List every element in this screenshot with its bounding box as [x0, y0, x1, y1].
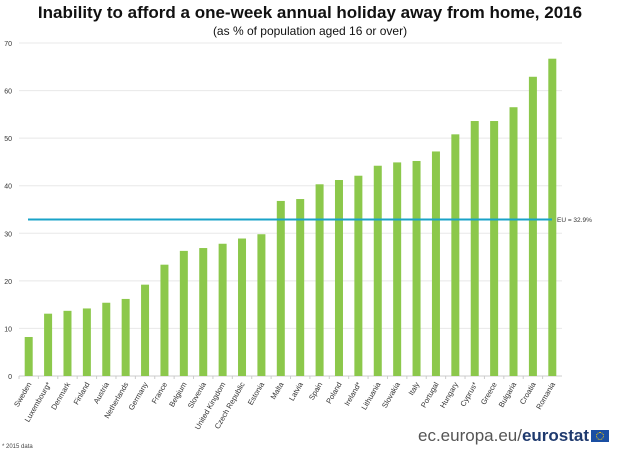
y-tick-label: 0 [8, 374, 12, 381]
x-tick-label: Spain [307, 381, 324, 402]
bar-germany [141, 284, 150, 376]
bar-romania [548, 58, 557, 376]
x-tick-label: Greece [479, 381, 499, 407]
y-tick-label: 70 [4, 41, 12, 48]
bar-ireland- [354, 175, 363, 376]
x-tick-label: Latvia [287, 380, 305, 403]
source-logo: ec.europa.eu/eurostat [418, 426, 610, 446]
source-brand: eurostat [521, 426, 590, 445]
bar-hungary [451, 134, 460, 376]
x-tick-label: Estonia [246, 380, 267, 407]
x-tick-label: Lithuania [359, 380, 382, 412]
bar-spain [315, 184, 324, 376]
bar-lithuania [373, 165, 382, 376]
x-tick-label: Cyprus* [458, 380, 479, 408]
bar-france [160, 264, 169, 376]
bar-belgium [179, 250, 188, 376]
x-tick-label: Italy [407, 380, 422, 397]
bar-sweden [24, 336, 33, 376]
bar-netherlands [121, 298, 130, 376]
bar-slovenia [199, 248, 208, 376]
y-tick-label: 60 [4, 89, 12, 96]
y-tick-label: 40 [4, 184, 12, 191]
eu-flag-icon [591, 430, 610, 442]
chart-title: Inability to afford a one-week annual ho… [37, 3, 583, 22]
bar-united-kingdom [218, 243, 227, 376]
bar-slovakia [393, 162, 402, 376]
bar-bulgaria [509, 107, 518, 376]
bar-italy [412, 160, 421, 376]
y-tick-label: 50 [4, 136, 12, 143]
y-tick-label: 20 [4, 279, 12, 286]
bar-croatia [528, 76, 537, 377]
x-tick-label: Bulgaria [497, 380, 519, 409]
x-tick-label: Ireland* [342, 380, 363, 407]
x-tick-label: Romania [534, 380, 557, 411]
bar-greece [490, 121, 499, 376]
footnote: * 2015 data [2, 444, 33, 450]
x-tick-label: Malta [269, 380, 286, 401]
source-prefix: ec.europa.eu/ [418, 426, 522, 445]
bar-austria [102, 302, 111, 376]
x-tick-label: France [150, 381, 169, 406]
bar-estonia [257, 234, 266, 376]
bar-latvia [296, 199, 305, 376]
bar-cyprus- [470, 121, 479, 376]
bar-malta [276, 200, 285, 376]
bar-finland [82, 308, 91, 376]
x-tick-label: Hungary [438, 380, 460, 409]
bar-czech-republic [238, 238, 247, 376]
bar-denmark [63, 310, 72, 376]
y-tick-label: 10 [4, 326, 12, 333]
x-tick-label: Finland [72, 381, 92, 407]
x-tick-label: Austria [92, 380, 112, 405]
bar-portugal [431, 151, 440, 376]
x-tick-label: Slovakia [380, 380, 402, 410]
x-tick-label: Croatia [518, 380, 538, 406]
y-tick-label: 30 [4, 231, 12, 238]
eu-average-label: EU = 32.9% [557, 217, 592, 224]
bar-poland [334, 180, 343, 376]
bar-luxembourg- [44, 313, 53, 376]
x-tick-label: Poland [324, 381, 343, 406]
chart-subtitle: (as % of population aged 16 or over) [212, 24, 408, 38]
